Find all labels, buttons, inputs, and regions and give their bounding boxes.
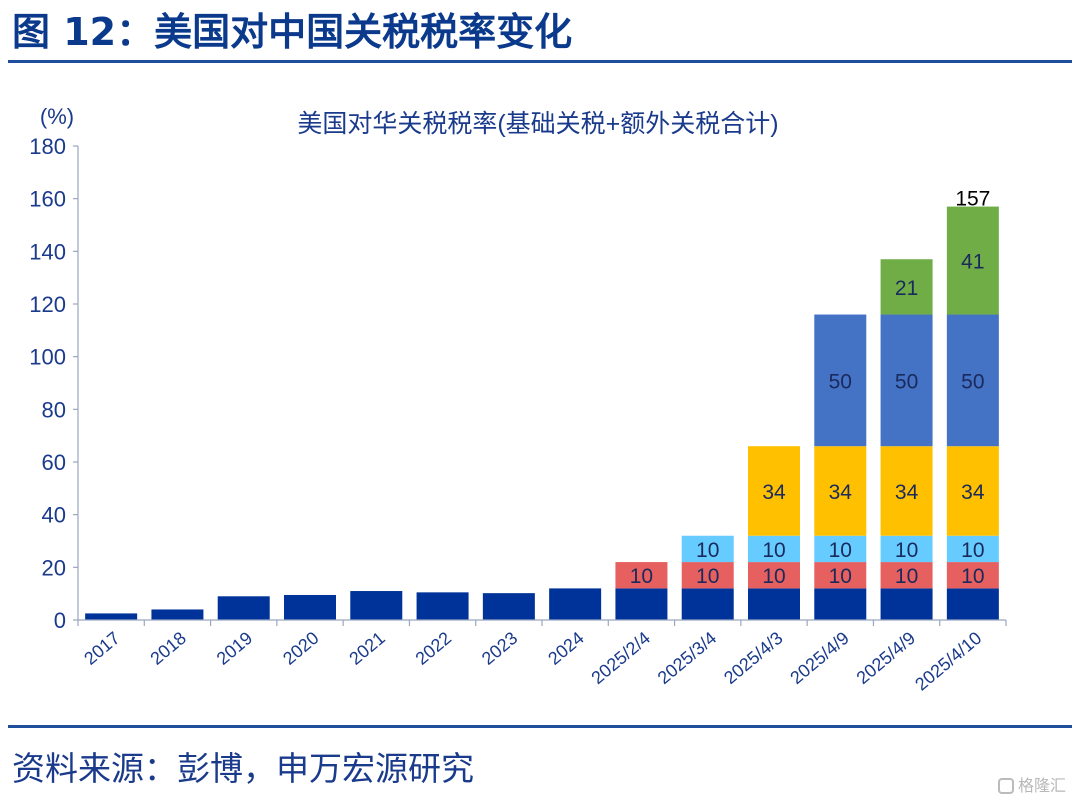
y-tick-label: 160 [29,187,66,212]
bar-segment [615,562,668,589]
x-tick-label: 2023 [478,628,522,669]
x-axis: 2017 2018 2019 2020 2021 2022 2023 2024 2025/2/4… [77,619,1007,695]
title-divider [8,60,1072,63]
x-tick-label: 2017 [80,628,124,669]
bar-value-label: 10 [762,539,785,562]
x-tick-label: 2025/4/10 [911,628,985,695]
x-tick-label: 2018 [146,628,190,669]
bar-segment [350,591,403,620]
bar-value-label: 34 [895,481,919,504]
source-divider [8,725,1072,728]
total-value-label: 157 [955,188,990,211]
bar-segment [284,594,336,620]
bar-segment [615,588,668,620]
annotations-group: 157 [955,188,990,211]
y-tick-label: 40 [42,503,66,528]
y-tick-label: 20 [42,555,66,580]
y-tick-label: 120 [29,292,66,317]
chart-title: 美国对华关税税率(基础关税+额外关税合计) [297,110,778,138]
bar-segment [880,314,933,447]
source-note: 资料来源：彭博，申万宏源研究 [12,749,474,788]
stacked-bar-chart: 美国对华关税税率(基础关税+额外关税合计) (%) 0 20 40 60 80 100 12… [29,104,1007,695]
bar-value-label: 10 [895,565,918,588]
bar-value-label: 34 [762,481,786,504]
x-tick-label: 2019 [213,628,257,669]
bar-segment [814,535,867,563]
y-tick-label: 140 [29,239,66,264]
bar-segment [814,314,867,447]
bar-value-label: 34 [961,481,985,504]
bar-segment [814,588,867,620]
bar-segment [748,535,800,563]
bar-segment [946,314,999,447]
bar-segment [416,592,469,620]
bar-segment [748,588,800,620]
x-tick-label: 2025/4/3 [720,628,787,688]
bar-segment [85,613,138,620]
bar-value-label: 10 [895,539,918,562]
y-axis: 0 20 40 60 80 100 120 140 160 180 [29,134,79,633]
bar-value-label: 10 [630,565,653,588]
bar-value-label: 10 [829,539,852,562]
x-tick-label: 2025/4/9 [786,628,853,688]
watermark-logo-icon [997,778,1014,794]
bar-value-label: 10 [961,565,984,588]
x-tick-label: 2025/4/9 [853,628,920,688]
bar-value-label: 50 [829,370,852,393]
x-tick-label: 2021 [345,628,389,669]
y-axis-unit-label: (%) [40,104,74,129]
bar-segment [814,562,867,589]
bar-value-label: 10 [829,565,852,588]
bar-value-label: 10 [762,565,785,588]
bar-segment [946,206,999,315]
y-tick-label: 80 [42,397,66,422]
bar-segment [880,535,933,563]
bar-value-label: 21 [895,277,918,300]
bar-value-label: 10 [696,539,719,562]
bar-segment [880,446,933,536]
x-tick-label: 2025/2/4 [587,628,654,688]
bar-value-label: 10 [696,565,719,588]
bar-segment [946,562,999,589]
bar-value-label: 50 [961,370,984,393]
watermark: 格隆汇 [997,774,1066,798]
bar-segment [748,446,800,536]
bar-segment [946,446,999,536]
bar-segment [880,562,933,589]
bar-segment [880,259,933,315]
y-tick-label: 180 [29,134,66,159]
x-tick-label: 2022 [412,628,456,669]
bar-segment [946,535,999,563]
bar-value-label: 10 [961,539,984,562]
x-tick-label: 2020 [279,628,323,669]
bar-segment [880,588,933,620]
bar-segment [748,562,800,589]
y-tick-label: 60 [42,450,66,475]
bar-segment [681,588,734,620]
y-tick-label: 100 [29,345,66,370]
bar-value-label: 34 [829,481,853,504]
bar-segment [549,588,602,620]
bar-segment [946,588,999,620]
bar-value-label: 50 [895,370,918,393]
figure-title: 图 12：美国对中国关税税率变化 [12,10,573,54]
y-tick-label: 0 [54,608,66,633]
bar-value-label: 41 [961,251,984,274]
bars-group: 10 10 10 10 10 10 10 10 10 10 10 34 34 34 34 50 50 50 21 41 [85,206,999,620]
bar-segment [151,609,204,620]
watermark-text: 格隆汇 [1017,776,1066,795]
bar-segment [482,593,535,620]
bar-segment [217,596,270,620]
x-tick-label: 2025/3/4 [654,628,721,688]
bar-segment [814,446,867,536]
x-tick-label: 2024 [544,628,588,669]
bar-segment [681,562,734,589]
bar-segment [681,535,734,563]
